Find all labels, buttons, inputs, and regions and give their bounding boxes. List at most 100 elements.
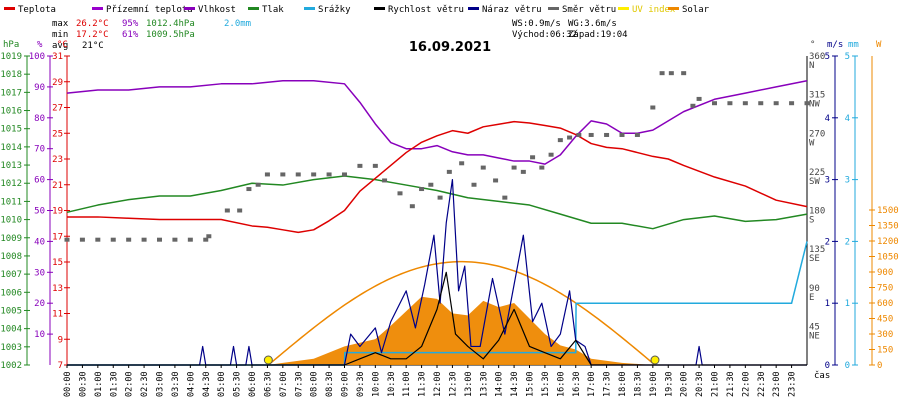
legend-swatch <box>374 7 385 10</box>
wind-direction-point <box>357 163 363 168</box>
solar-tick-label: 0 <box>877 361 882 371</box>
legend-label: Tlak <box>262 5 284 15</box>
direction-tick-label: 45 <box>809 322 820 332</box>
max-label: max <box>52 19 69 29</box>
wind-direction-point <box>237 208 243 213</box>
legend-label: Náraz větru <box>482 5 542 15</box>
x-tick-label: 03:00 <box>156 371 166 397</box>
rain-unit-label: mm <box>848 40 859 50</box>
wind-direction-point <box>511 165 517 170</box>
wind-direction-point <box>437 195 443 200</box>
pressure-tick-label: 1010 <box>0 216 22 226</box>
x-tick-label: 22:00 <box>741 371 751 397</box>
wind-direction-point <box>187 237 193 242</box>
x-tick-label: 01:00 <box>94 371 104 397</box>
direction-tick-label: S <box>809 216 814 226</box>
x-tick-label: 07:00 <box>279 371 289 397</box>
pressure-tick-label: 1014 <box>0 143 22 153</box>
wind-direction-point <box>409 204 415 209</box>
wind-direction-point <box>372 163 378 168</box>
direction-tick-label: NW <box>809 100 820 110</box>
x-tick-label: 08:30 <box>325 371 335 397</box>
humidity-tick-label: 30 <box>34 268 45 278</box>
humidity-tick-label: 10 <box>34 330 45 340</box>
solar-tick-label: 1200 <box>877 237 899 247</box>
humidity-tick-label: 40 <box>34 237 45 247</box>
x-tick-label: 19:30 <box>664 371 674 397</box>
wind-direction-point <box>126 237 132 242</box>
x-tick-label: 04:30 <box>202 371 212 397</box>
wind-direction-point <box>742 101 748 106</box>
x-tick-label: 00:00 <box>63 371 73 397</box>
wind-tick-label: 3 <box>825 176 830 186</box>
wind-direction-point <box>172 237 178 242</box>
x-axis-unit: čas <box>814 370 830 381</box>
wind-direction-point <box>157 237 162 242</box>
legend-swatch <box>248 7 259 10</box>
max-temp: 26.2°C <box>76 19 109 29</box>
wind-direction-point <box>548 152 554 157</box>
solar-tick-label: 150 <box>877 346 893 356</box>
stats-block: max 26.2°C 95% 1012.4hPa 2.0mm min 17.2°… <box>52 19 628 51</box>
wind-direction-point <box>459 161 465 166</box>
pressure-tick-label: 1009 <box>0 234 22 244</box>
temperature-tick-label: 21 <box>52 181 63 191</box>
rain-tick-label: 4 <box>845 114 850 124</box>
max-humidity: 95% <box>122 19 139 29</box>
legend-swatch <box>618 7 629 10</box>
x-tick-label: 05:30 <box>233 371 243 397</box>
wind-speed-avg: WS:0.9m/s <box>512 19 561 29</box>
wind-direction-point <box>804 101 810 106</box>
x-tick-label: 21:00 <box>711 371 721 397</box>
wind-direction-point <box>203 237 209 242</box>
x-tick-label: 21:30 <box>726 371 736 397</box>
wind-direction-point <box>446 169 452 174</box>
pressure-line <box>66 175 808 230</box>
temperature-tick-label: 27 <box>52 104 63 114</box>
temperature-tick-label: 17 <box>52 232 63 242</box>
x-tick-label: 18:30 <box>633 371 643 397</box>
axis-unit-labels: hPa % °C ° m/s mm W <box>3 40 882 50</box>
pressure-tick-label: 1017 <box>0 88 22 98</box>
humidity-tick-label: 50 <box>34 207 45 217</box>
x-tick-label: 06:30 <box>263 371 273 397</box>
solar-tick-label: 1500 <box>877 206 899 216</box>
x-tick-label: 20:30 <box>695 371 705 397</box>
wind-direction-point <box>295 172 301 177</box>
wind-direction-point <box>668 71 674 76</box>
x-tick-label: 02:00 <box>125 371 135 397</box>
x-tick-label: 01:30 <box>109 371 119 397</box>
wind-direction-point <box>588 132 594 137</box>
pressure-tick-label: 1004 <box>0 325 22 335</box>
x-tick-label: 17:00 <box>587 371 597 397</box>
wind-direction-point <box>690 103 696 108</box>
plot-area <box>64 71 810 366</box>
x-tick-label: 11:00 <box>402 371 412 397</box>
solar-tick-label: 750 <box>877 284 893 294</box>
sun-marker <box>263 355 273 365</box>
x-tick-label: 02:30 <box>140 371 150 397</box>
x-tick-label: 13:30 <box>479 371 489 397</box>
x-tick-label: 14:00 <box>495 371 505 397</box>
direction-tick-label: NE <box>809 331 820 341</box>
temperature-tick-label: 19 <box>52 207 63 217</box>
wind-direction-point <box>520 169 526 174</box>
solar-area <box>267 296 653 365</box>
solar-tick-label: 1350 <box>877 222 899 232</box>
wind-direction-point <box>727 101 733 106</box>
wind-tick-label: 2 <box>825 237 830 247</box>
legend-swatch <box>548 7 559 10</box>
x-axis: 00:00 00:30 01:00 01:30 02:00 02:30 03:00 03:30… <box>63 365 798 397</box>
x-tick-label: 09:00 <box>341 371 351 397</box>
x-tick-label: 08:00 <box>310 371 320 397</box>
x-tick-label: 14:30 <box>510 371 520 397</box>
wind-direction-point <box>480 165 486 170</box>
x-tick-label: 15:30 <box>541 371 551 397</box>
rain-tick-label: 0 <box>845 361 850 371</box>
humidity-tick-label: 90 <box>34 83 45 93</box>
x-tick-label: 20:00 <box>680 371 690 397</box>
legend-label: Přízemní teplota <box>106 5 193 15</box>
wind-direction-point <box>255 182 261 187</box>
rain-tick-label: 1 <box>845 299 850 309</box>
